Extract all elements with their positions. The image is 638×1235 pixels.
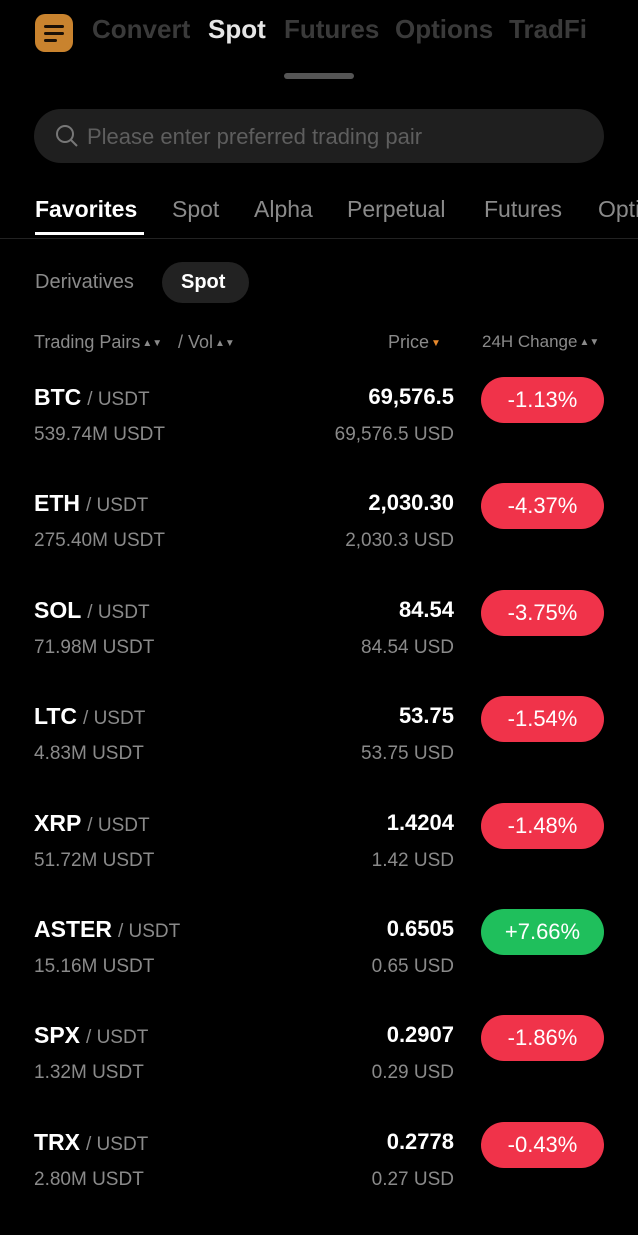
volume: 51.72M USDT [34, 849, 155, 871]
pair-row[interactable]: ASTER / USDT 15.16M USDT 0.6505 0.65 USD +7.6… [0, 909, 638, 1022]
price: 84.54 [398, 596, 454, 622]
tab-bar: Favorites Spot Alpha Perpetual Futures O… [0, 192, 638, 239]
volume: 15.16M USDT [34, 956, 155, 977]
price: 2,030.30 [368, 490, 454, 516]
tab[interactable]: Alpha [254, 196, 313, 222]
header-change[interactable]: 24H Change ▲▼ [482, 332, 600, 351]
pair-row[interactable]: LTC / USDT 4.83M USDT 53.75 53.75 USD -1.54% [0, 696, 638, 809]
app-menu[interactable] [35, 14, 73, 52]
change-badge[interactable]: -4.37% [481, 483, 604, 530]
nav-spot[interactable]: Spot [208, 14, 266, 44]
sub-tab[interactable]: Derivatives [35, 271, 134, 293]
price-usd: 1.42 USD [371, 849, 454, 871]
search-box[interactable]: Please enter preferred trading pair [34, 109, 604, 163]
volume: 1.32M USDT [34, 1062, 144, 1084]
pair-base: SPX / USDT [34, 1022, 149, 1049]
drag-handle[interactable] [284, 73, 354, 79]
price: 0.6505 [386, 916, 454, 941]
pair-row[interactable]: BTC / USDT 539.74M USDT 69,576.5 69,576.5 US… [0, 377, 638, 490]
pair-quote: / USDT [87, 814, 150, 836]
price-usd: 69,576.5 USD [334, 424, 454, 445]
pair-row[interactable]: TRX / USDT 2.80M USDT 0.2778 0.27 USD -0.43% [0, 1121, 638, 1235]
volume: 2.80M USDT [34, 1168, 144, 1190]
pair-quote: / USDT [86, 495, 149, 517]
volume: 539.74M USDT [34, 424, 165, 445]
pair-quote: / USDT [117, 921, 181, 942]
screen: {"top_nav": ["Convert", "Spot", "Futures… [0, 14, 638, 1190]
header-text: Trading Pairs [34, 332, 141, 352]
change-badge[interactable]: -3.75% [481, 589, 604, 636]
change-badge[interactable]: +7.66% [481, 909, 604, 955]
search-placeholder: Please enter preferred trading pair [87, 124, 423, 149]
pair-base: LTC / USDT [34, 703, 146, 730]
pair-quote: / USDT [83, 708, 146, 730]
search-icon [56, 125, 78, 147]
pair-row[interactable]: SPX / USDT 1.32M USDT 0.2907 0.29 USD -1.86% [0, 1015, 638, 1128]
pair-base: BTC / USDT [34, 384, 150, 410]
tab[interactable]: Options [598, 196, 638, 222]
change-badge[interactable]: -1.13% [481, 377, 604, 423]
header-text: / Vol [178, 332, 214, 352]
pair-row[interactable]: XRP / USDT 51.72M USDT 1.4204 1.42 USD -1.48% [0, 802, 638, 916]
header-text: 24H Change [482, 332, 578, 351]
nav-options[interactable]: Options [395, 14, 494, 44]
tab[interactable]: Perpetual [347, 196, 446, 222]
change-badge[interactable]: -1.54% [481, 696, 604, 743]
pair-quote: / USDT [86, 1133, 149, 1155]
change-badge[interactable]: -1.86% [481, 1015, 604, 1062]
price-usd: 53.75 USD [361, 743, 454, 765]
pair-base: TRX / USDT [34, 1128, 149, 1155]
price-usd: 2,030.3 USD [345, 530, 454, 552]
change-badge[interactable]: -1.48% [481, 802, 604, 849]
header-price[interactable]: Price ▼ [388, 332, 441, 352]
volume: 275.40M USDT [34, 530, 165, 552]
price-usd: 0.27 USD [371, 1168, 454, 1190]
price: 53.75 [398, 703, 454, 729]
nav-convert[interactable]: Convert [92, 14, 191, 44]
nav-futures[interactable]: Futures [284, 14, 380, 44]
tab-indicator [35, 232, 144, 235]
header-pairs[interactable]: Trading Pairs ▲▼ [34, 332, 163, 352]
pair-quote: / USDT [87, 389, 150, 410]
price-usd: 84.54 USD [361, 636, 454, 658]
header-vol[interactable]: / Vol ▲▼ [178, 332, 235, 352]
price: 0.2907 [386, 1022, 454, 1048]
tab[interactable]: Spot [172, 196, 220, 222]
pair-quote: / USDT [86, 1027, 149, 1049]
pair-base: XRP / USDT [34, 809, 150, 836]
nav-tradfi[interactable]: TradFi [509, 14, 588, 44]
price: 69,576.5 [368, 384, 454, 409]
sub-tab[interactable]: Spot [181, 271, 226, 293]
pair-base: SOL / USDT [34, 596, 150, 623]
pair-row[interactable]: SOL / USDT 71.98M USDT 84.54 84.54 USD -3.75% [0, 589, 638, 703]
pair-base: ETH / USDT [34, 490, 149, 517]
tab[interactable]: Futures [484, 196, 562, 222]
pair-row[interactable]: ETH / USDT 275.40M USDT 2,030.30 2,030.3 USD… [0, 483, 638, 596]
price-usd: 0.29 USD [371, 1062, 454, 1084]
price-usd: 0.65 USD [371, 956, 454, 977]
price: 1.4204 [386, 809, 454, 835]
volume: 71.98M USDT [34, 636, 155, 658]
tab[interactable]: Favorites [35, 196, 138, 222]
volume: 4.83M USDT [34, 743, 144, 765]
sub-tab-pill [162, 262, 249, 303]
change-badge[interactable]: -0.43% [481, 1121, 604, 1168]
price: 0.2778 [386, 1128, 454, 1154]
pair-quote: / USDT [87, 601, 150, 623]
header-text: Price [388, 332, 430, 352]
pair-base: ASTER / USDT [34, 916, 181, 942]
